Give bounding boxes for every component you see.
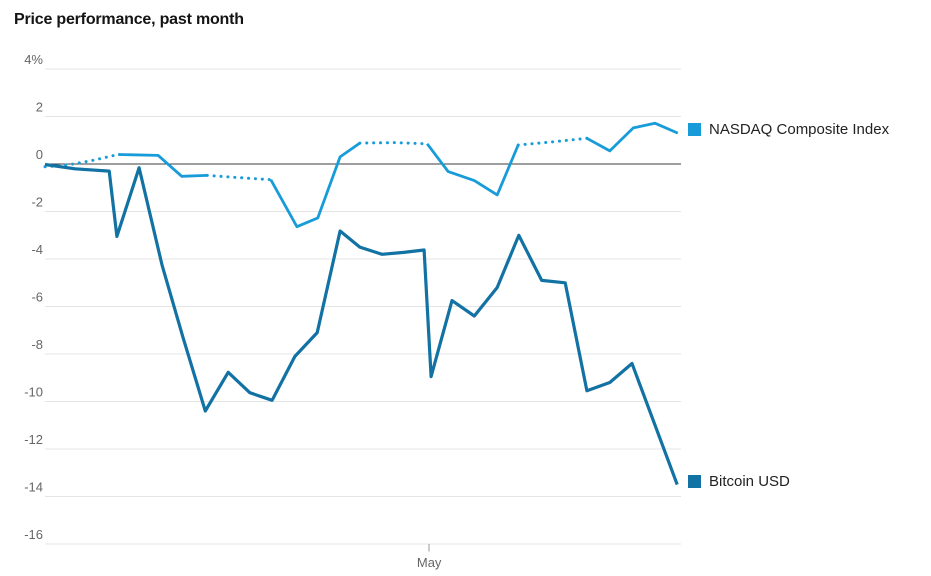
y-tick-label: 2 bbox=[36, 100, 43, 115]
y-tick-label: -4 bbox=[31, 242, 43, 257]
y-tick-label: 0 bbox=[36, 147, 43, 162]
y-tick-label: -10 bbox=[24, 385, 43, 400]
legend-item-bitcoin: Bitcoin USD bbox=[688, 473, 790, 490]
nasdaq-line-dotted bbox=[516, 136, 589, 147]
nasdaq-line-solid bbox=[586, 121, 679, 153]
legend-label-bitcoin: Bitcoin USD bbox=[709, 473, 790, 490]
nasdaq-line-solid bbox=[269, 141, 361, 229]
y-tick-label: 4% bbox=[24, 52, 43, 67]
legend-swatch-nasdaq bbox=[688, 123, 701, 136]
x-tick-label: May bbox=[417, 555, 442, 570]
legend-label-nasdaq: NASDAQ Composite Index bbox=[709, 121, 890, 138]
nasdaq-line-dotted bbox=[358, 141, 429, 146]
nasdaq-line-solid bbox=[426, 142, 520, 197]
y-tick-label: -16 bbox=[24, 527, 43, 542]
bitcoin-line-solid bbox=[44, 162, 679, 486]
y-tick-label: -2 bbox=[31, 195, 43, 210]
nasdaq-line-solid bbox=[118, 153, 208, 178]
legend-item-nasdaq: NASDAQ Composite Index bbox=[688, 121, 889, 138]
nasdaq-line-dotted bbox=[205, 173, 273, 182]
nasdaq-line-dotted bbox=[43, 153, 120, 169]
y-tick-label: -8 bbox=[31, 337, 43, 352]
legend-swatch-bitcoin bbox=[688, 475, 701, 488]
chart-title: Price performance, past month bbox=[14, 11, 244, 28]
y-tick-label: -12 bbox=[24, 432, 43, 447]
y-tick-label: -14 bbox=[24, 480, 43, 495]
y-tick-label: -6 bbox=[31, 290, 43, 305]
